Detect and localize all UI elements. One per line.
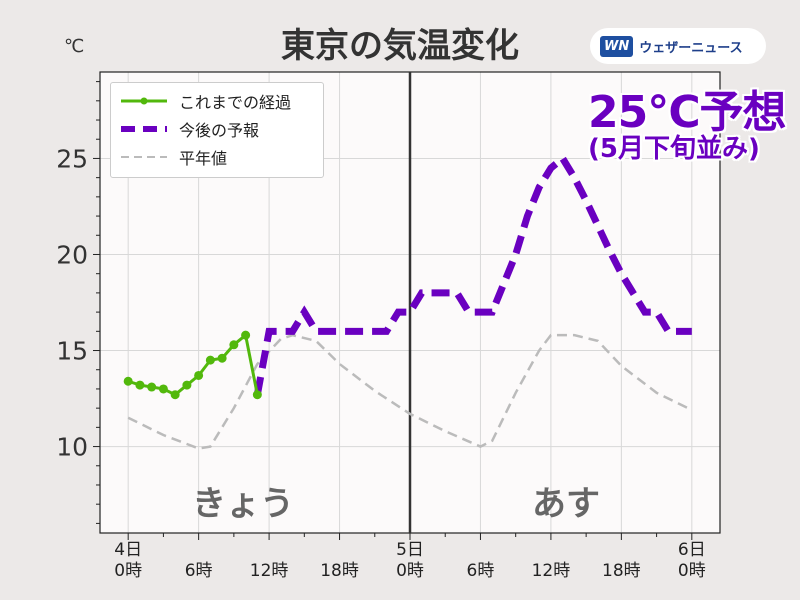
observed-point [217, 353, 227, 363]
observed-point [158, 384, 168, 394]
x-tick-label-day: 4日 [114, 540, 142, 560]
legend-normal-swatch [121, 156, 167, 158]
observed-point [170, 390, 180, 400]
forecast-line [253, 153, 692, 396]
y-tick-label: 10 [56, 433, 88, 462]
observed-point [182, 380, 192, 390]
legend-item-normal: 平年値 [119, 145, 227, 169]
legend-normal-label: 平年値 [179, 149, 228, 168]
logo-mark: WN [600, 35, 634, 57]
observed-point [205, 355, 215, 365]
legend-item-forecast: 今後の予報 [119, 117, 259, 141]
observed-point [252, 390, 262, 400]
legend-observed-swatch [121, 97, 167, 105]
observed-point [241, 330, 251, 340]
y-tick-label: 25 [56, 144, 88, 173]
today-label: きょう [192, 484, 294, 524]
observed-point [229, 340, 239, 350]
x-tick-label-hour: 12時 [532, 561, 571, 581]
forecast-high-annotation: 25℃予想 [588, 87, 787, 138]
chart-title: 東京の気温変化 [281, 26, 519, 66]
x-tick-label-hour: 6時 [185, 561, 213, 581]
logo-text: ウェザーニュース [639, 40, 743, 56]
forecast-high-note: (5月下旬並み) [588, 134, 760, 164]
y-tick-label: 15 [56, 337, 88, 366]
observed-point [123, 376, 133, 386]
legend-observed-label: これまでの経過 [179, 93, 292, 112]
x-tick-label-day: 6日 [678, 540, 706, 560]
legend-forecast-swatch [121, 126, 167, 132]
x-tick-label-hour: 18時 [320, 561, 359, 581]
weathernews-logo: WN ウェザーニュース [590, 28, 766, 64]
x-tick-label-hour: 0時 [678, 561, 706, 581]
observed-point [194, 370, 204, 380]
tomorrow-label: あす [532, 484, 600, 524]
legend: これまでの経過 今後の予報 平年値 [110, 82, 324, 178]
observed-point [147, 382, 157, 392]
x-tick-label-hour: 0時 [114, 561, 142, 581]
observed-point [135, 380, 145, 390]
x-tick-label-day: 5日 [396, 540, 424, 560]
y-axis-unit: ℃ [64, 36, 85, 57]
x-tick-label-hour: 6時 [467, 561, 495, 581]
x-tick-label-hour: 12時 [250, 561, 289, 581]
x-tick-label-hour: 0時 [396, 561, 424, 581]
legend-forecast-label: 今後の予報 [179, 121, 260, 140]
y-tick-label: 20 [56, 240, 88, 269]
normal-line [127, 333, 693, 450]
legend-item-observed: これまでの経過 [119, 89, 291, 113]
x-tick-label-hour: 18時 [602, 561, 641, 581]
